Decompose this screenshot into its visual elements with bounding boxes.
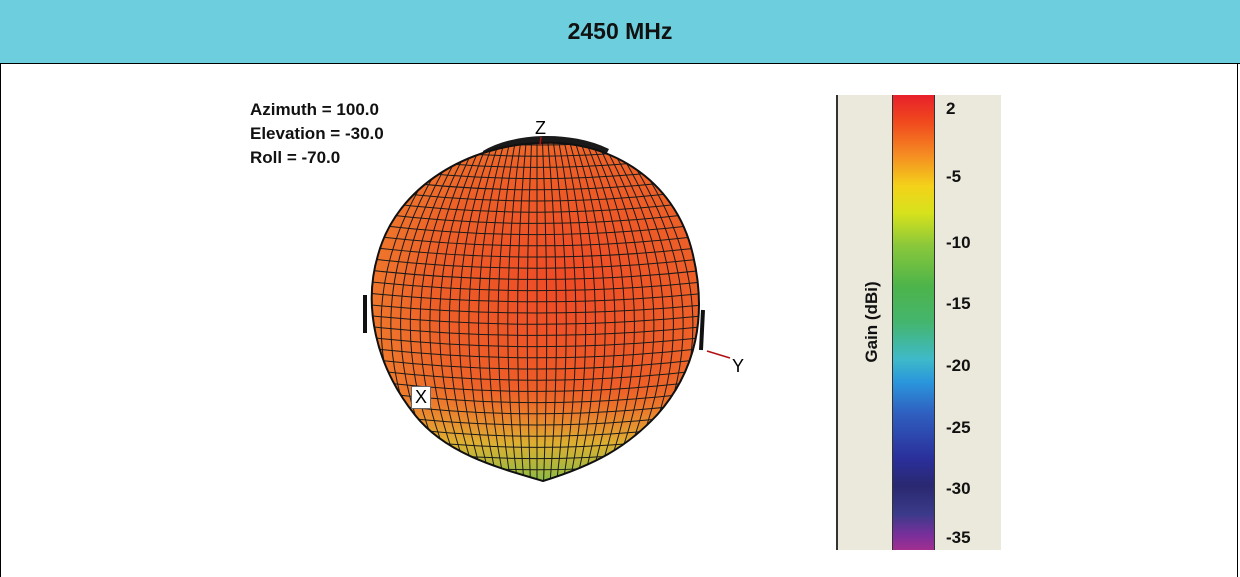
mesh-line: [517, 142, 528, 481]
mesh-line: [566, 142, 596, 481]
colorbar-tick: -25: [946, 418, 971, 437]
colorbar-tick: -20: [946, 356, 971, 375]
mesh-longitude-lines: [380, 142, 694, 481]
chart-title: 2450 MHz: [567, 18, 673, 44]
mesh-line: [478, 142, 508, 481]
colorbar-label: Gain (dBi): [862, 281, 881, 363]
chart-header: 2450 MHz: [0, 0, 1240, 64]
colorbar-scale: [892, 95, 935, 550]
colorbar-tick: 2: [946, 99, 956, 118]
mesh-line: [580, 142, 626, 481]
mesh-line: [448, 142, 494, 481]
mesh-line: [541, 142, 548, 481]
mesh-line: [551, 142, 567, 481]
mesh-line: [556, 142, 577, 481]
y-axis-line: [706, 350, 731, 359]
mesh-line: [468, 142, 504, 481]
colorbar-tick: -35: [946, 528, 971, 547]
mesh-line: [487, 142, 513, 481]
azimuth-label: Azimuth = 100.0: [250, 100, 379, 119]
radiation-pattern-3d: [363, 136, 731, 483]
mesh-line: [575, 142, 616, 481]
x-axis-label: X: [411, 386, 432, 409]
mesh-line: [546, 142, 557, 481]
mesh-line: [439, 142, 489, 481]
roll-label: Roll = -70.0: [250, 148, 341, 167]
mesh-line: [570, 142, 606, 481]
colorbar-tick: -30: [946, 479, 971, 498]
right-edge: [699, 309, 705, 351]
colorbar-tick: -10: [946, 233, 971, 252]
mesh-line: [497, 142, 518, 481]
mesh-line: [507, 142, 523, 481]
mesh-line: [561, 142, 587, 481]
colorbar-divider: [836, 95, 838, 550]
z-axis-line: [539, 136, 542, 146]
elevation-label: Elevation = -30.0: [250, 124, 384, 143]
mesh-line: [458, 142, 499, 481]
y-axis-label: Y: [732, 356, 745, 376]
mesh-line: [585, 142, 635, 481]
z-axis-label: Z: [535, 118, 546, 138]
pattern-outline: [370, 141, 700, 483]
colorbar-tick: -5: [946, 167, 962, 186]
mesh-line: [526, 142, 533, 481]
colorbar-tick: -15: [946, 294, 971, 313]
